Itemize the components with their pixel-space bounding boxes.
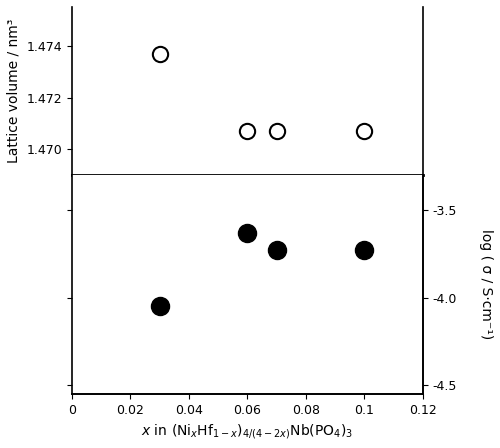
- X-axis label: $x$ in (Ni$_x$Hf$_{1-x}$)$_{4/(4-2x)}$Nb(PO$_4$)$_3$: $x$ in (Ni$_x$Hf$_{1-x}$)$_{4/(4-2x)}$Nb…: [141, 422, 354, 441]
- Y-axis label: log ( σ / S·cm⁻¹): log ( σ / S·cm⁻¹): [479, 229, 493, 340]
- Y-axis label: Lattice volume / nm³: Lattice volume / nm³: [7, 19, 21, 163]
